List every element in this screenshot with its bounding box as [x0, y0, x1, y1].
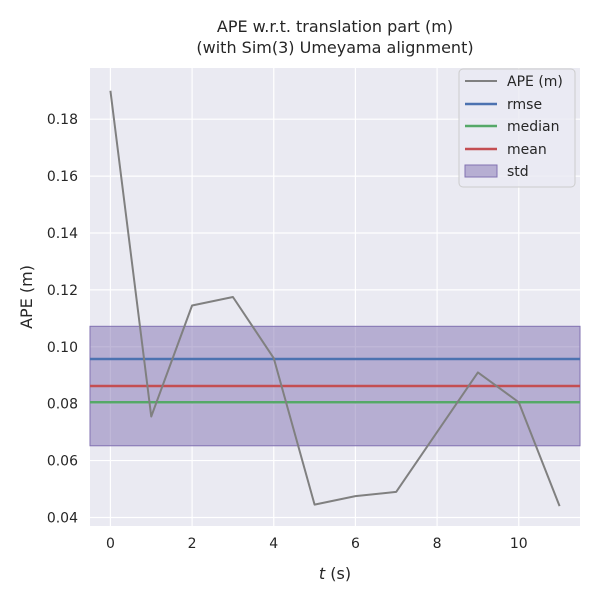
legend-rmse-label: rmse: [507, 97, 542, 113]
x-tick-label: 8: [433, 536, 442, 552]
y-tick-label: 0.08: [47, 397, 78, 413]
chart-title-line1: APE w.r.t. translation part (m): [217, 17, 453, 36]
ape-series-line: [109, 90, 561, 507]
series-layer: [109, 90, 561, 507]
y-tick-label: 0.12: [47, 283, 78, 299]
x-tick-labels: 0 2 4 6 8 10: [106, 536, 528, 552]
x-tick-label: 4: [269, 536, 278, 552]
y-tick-label: 0.18: [47, 112, 78, 128]
y-tick-label: 0.04: [47, 510, 78, 526]
legend-median-label: median: [507, 119, 559, 135]
legend-mean-label: mean: [507, 142, 547, 158]
x-axis-label-var: t: [319, 564, 326, 583]
y-axis-label: APE (m): [17, 265, 36, 329]
x-axis-label-unit: (s): [325, 564, 351, 583]
x-tick-label: 0: [106, 536, 115, 552]
x-tick-label: 6: [351, 536, 360, 552]
legend-frame: [458, 68, 576, 188]
y-tick-label: 0.10: [47, 340, 78, 356]
y-tick-label: 0.16: [47, 169, 78, 185]
legend: APE (m) rmse median mean std: [458, 68, 576, 188]
y-tick-labels: 0.04 0.06 0.08 0.10 0.12 0.14 0.16 0.18: [47, 112, 78, 526]
y-tick-label: 0.06: [47, 454, 78, 470]
legend-ape-label: APE (m): [507, 74, 563, 90]
legend-std-swatch: [464, 164, 498, 178]
x-tick-label: 10: [510, 536, 528, 552]
x-tick-label: 2: [188, 536, 197, 552]
chart-title-line2: (with Sim(3) Umeyama alignment): [196, 38, 473, 57]
y-tick-label: 0.14: [47, 226, 78, 242]
legend-std-label: std: [507, 164, 529, 180]
x-axis-label: t (s): [319, 564, 351, 583]
